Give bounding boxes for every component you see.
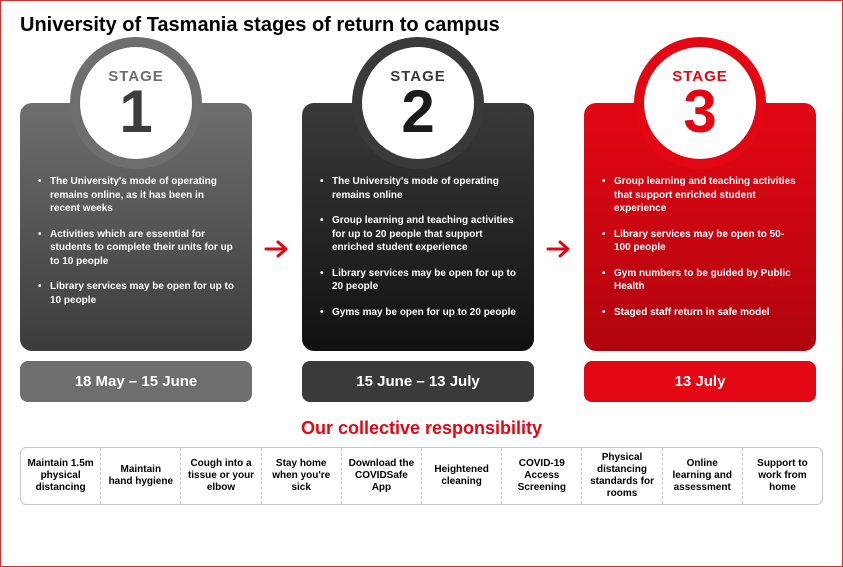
stage-column-1: STAGE1The University's mode of operating… <box>20 55 252 402</box>
stage-bullet: Staged staff return in safe model <box>600 306 798 320</box>
stage-bullet: Library services may be open for up to 1… <box>36 280 234 307</box>
stage-column-2: STAGE2The University's mode of operating… <box>302 55 534 402</box>
stages-row: STAGE1 The University's mode of operating… <box>0 37 843 402</box>
stage-date-band: 18 May – 15 June <box>20 361 252 402</box>
responsibility-item: Stay home when you're sick <box>262 448 342 504</box>
stage-bullet: Activities which are essential for stude… <box>36 228 234 269</box>
stage-bullet-list: The University's mode of operating remai… <box>318 175 518 319</box>
arrow-icon <box>534 55 584 402</box>
responsibility-item: Support to work from home <box>743 448 822 504</box>
responsibility-item: Download the COVIDSafe App <box>342 448 422 504</box>
stage-number: 3 <box>683 85 716 139</box>
stage-bullet: Group learning and teaching activities f… <box>318 214 516 255</box>
stage-circle: STAGE1 <box>80 47 192 159</box>
stage-panel-wrap: STAGE2The University's mode of operating… <box>302 55 534 351</box>
stage-date-band: 15 June – 13 July <box>302 361 534 402</box>
responsibility-item: Heightened cleaning <box>422 448 502 504</box>
stage-panel-wrap: STAGE3Group learning and teaching activi… <box>584 55 816 351</box>
responsibility-item: Physical distancing standards for rooms <box>582 448 662 504</box>
responsibility-item: Maintain hand hygiene <box>101 448 181 504</box>
stage-number: 2 <box>401 85 434 139</box>
responsibility-item: Online learning and assessment <box>663 448 743 504</box>
responsibility-row: Maintain 1.5m physical distancingMaintai… <box>20 447 823 505</box>
stage-bullet: Library services may be open to 50-100 p… <box>600 228 798 255</box>
stage-bullet: Group learning and teaching activities t… <box>600 175 798 216</box>
stage-date-band: 13 July <box>584 361 816 402</box>
stage-bullet-list: Group learning and teaching activities t… <box>600 175 800 319</box>
stage-bullet-list: The University's mode of operating remai… <box>36 175 236 307</box>
stage-panel-wrap: STAGE1The University's mode of operating… <box>20 55 252 351</box>
stage-number: 1 <box>119 85 152 139</box>
stage-bullet: The University's mode of operating remai… <box>318 175 516 202</box>
stage-bullet: Library services may be open for up to 2… <box>318 267 516 294</box>
stage-column-3: STAGE3Group learning and teaching activi… <box>584 55 816 402</box>
stage-bullet: The University's mode of operating remai… <box>36 175 234 216</box>
stage-bullet: Gyms may be open for up to 20 people <box>318 306 516 320</box>
responsibility-title: Our collective responsibility <box>0 418 843 439</box>
responsibility-item: COVID-19 Access Screening <box>502 448 582 504</box>
stage-circle: STAGE2 <box>362 47 474 159</box>
arrow-icon <box>252 55 302 402</box>
responsibility-item: Cough into a tissue or your elbow <box>181 448 261 504</box>
stage-bullet: Gym numbers to be guided by Public Healt… <box>600 267 798 294</box>
stage-circle: STAGE3 <box>644 47 756 159</box>
page-title: University of Tasmania stages of return … <box>0 0 843 37</box>
responsibility-item: Maintain 1.5m physical distancing <box>21 448 101 504</box>
